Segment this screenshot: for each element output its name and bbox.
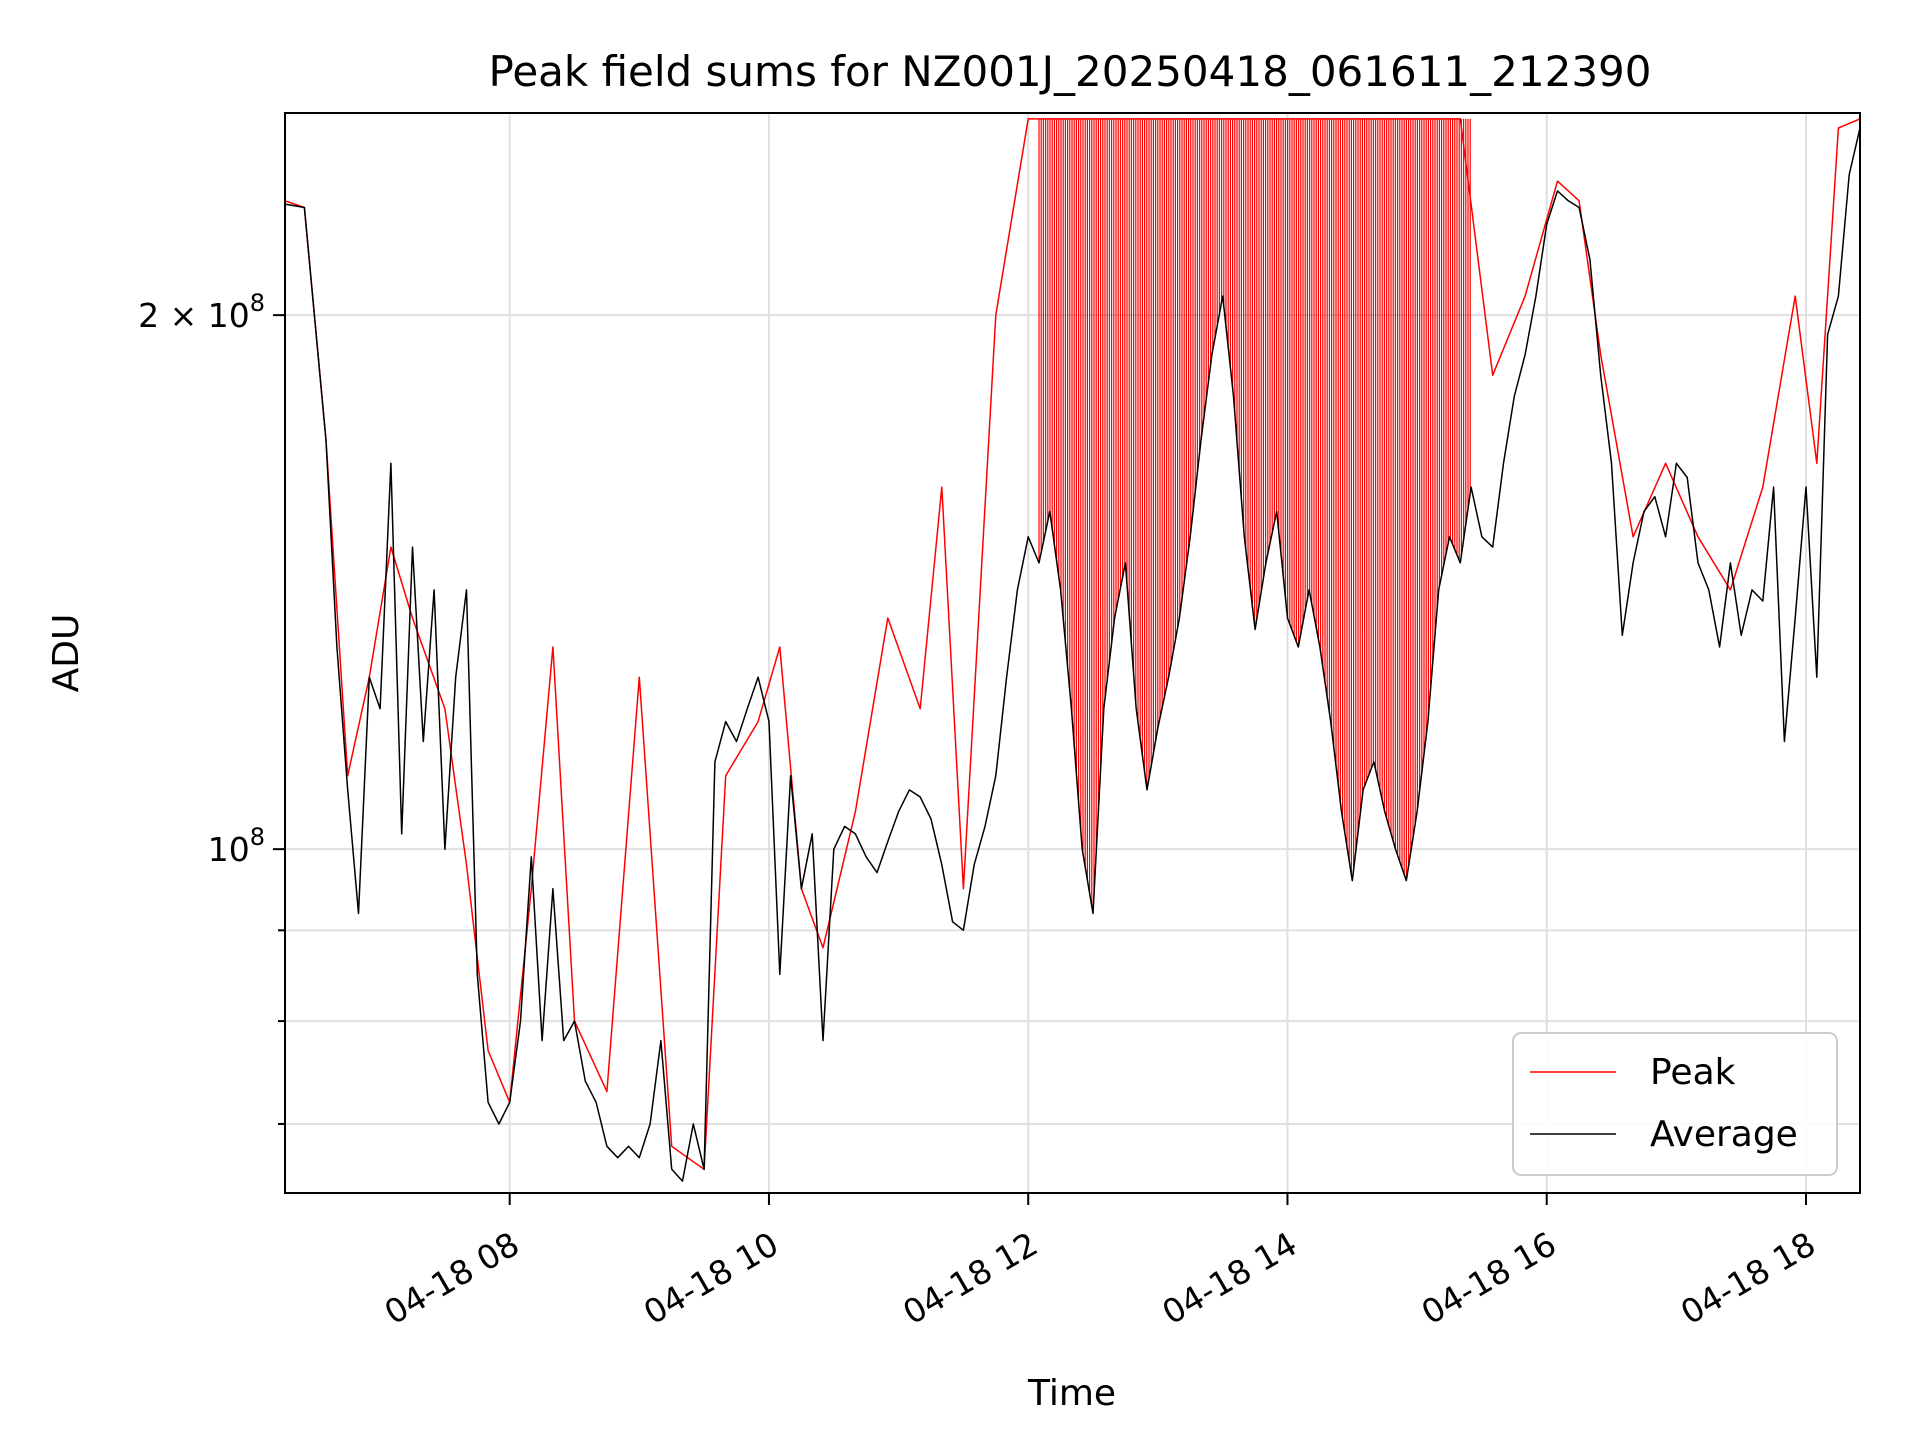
y-tick-label: 108 (208, 823, 265, 869)
series-line-peak (284, 118, 1861, 1171)
series-lines (284, 118, 1861, 1182)
legend-box (1512, 1032, 1838, 1176)
peak-spikes (1038, 118, 1471, 907)
y-axis-ticks: 108 2 × 108 (138, 289, 285, 1125)
legend-label-average: Average (1650, 1114, 1798, 1155)
plot-frame (284, 112, 1861, 1194)
series-line-average (284, 127, 1861, 1182)
x-axis-label: Time (1027, 1373, 1116, 1414)
legend: Peak Average (1512, 1032, 1838, 1176)
gridlines (285, 113, 1860, 1193)
y-tick-label: 2 × 108 (138, 289, 265, 335)
y-axis-label: ADU (46, 614, 87, 693)
chart-title: Peak field sums for NZ001J_20250418_0616… (489, 47, 1652, 96)
peak-spike-fill (1038, 118, 1471, 907)
legend-label-peak: Peak (1650, 1052, 1736, 1093)
